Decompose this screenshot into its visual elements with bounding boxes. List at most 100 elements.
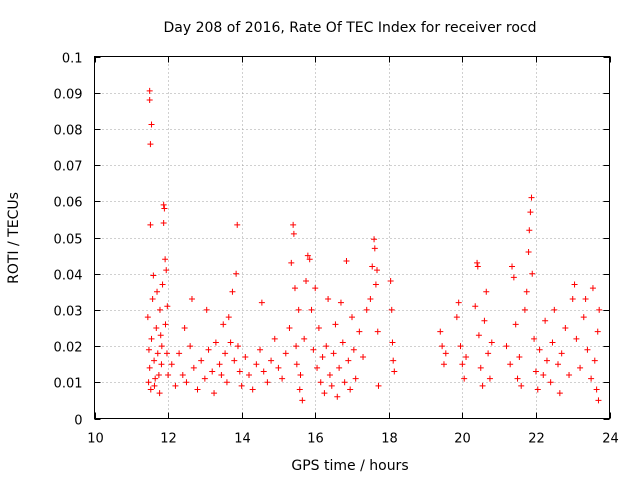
data-point: [503, 343, 510, 350]
data-point: [562, 325, 569, 331]
data-point: [290, 221, 297, 228]
data-point: [218, 372, 225, 379]
data-point: [163, 267, 170, 274]
data-point: [168, 361, 175, 368]
data-point: [543, 357, 550, 364]
y-tick-label: 0: [74, 414, 82, 429]
data-point: [158, 361, 165, 368]
data-point: [566, 372, 573, 379]
data-point: [223, 379, 230, 386]
data-point: [242, 353, 249, 360]
data-point: [271, 335, 278, 342]
data-point: [216, 361, 223, 368]
data-point: [301, 335, 308, 342]
data-point: [314, 364, 321, 371]
data-point: [474, 263, 481, 270]
data-point: [234, 221, 241, 228]
data-point: [212, 339, 219, 346]
data-point: [147, 221, 154, 228]
data-point: [532, 368, 539, 375]
data-point: [293, 343, 300, 350]
data-point: [526, 227, 533, 234]
x-tick-label: 10: [87, 432, 104, 447]
data-point: [330, 350, 337, 357]
data-point: [336, 364, 343, 371]
data-point: [190, 364, 197, 371]
data-point: [194, 386, 201, 393]
data-point: [286, 325, 293, 331]
data-point: [360, 353, 367, 360]
data-point: [181, 325, 188, 331]
data-point: [310, 346, 317, 353]
data-point: [299, 397, 306, 404]
y-tick-label: 0.03: [54, 305, 83, 320]
data-point: [512, 321, 519, 328]
data-point: [367, 296, 374, 303]
data-point: [222, 350, 229, 357]
data-point: [209, 368, 216, 375]
y-tick-label: 0.01: [54, 377, 83, 392]
data-point: [455, 299, 462, 306]
data-point: [258, 299, 265, 306]
data-point: [282, 350, 289, 357]
data-point: [328, 382, 335, 389]
data-point: [323, 343, 330, 350]
data-point: [350, 346, 357, 353]
data-point: [308, 306, 315, 313]
data-point: [326, 372, 333, 379]
x-tick-label: 24: [602, 432, 619, 447]
data-point: [527, 209, 534, 216]
data-point: [288, 259, 295, 266]
data-point: [260, 368, 267, 375]
data-point: [536, 346, 543, 353]
data-point: [297, 372, 304, 379]
data-point: [172, 382, 179, 389]
data-point: [390, 357, 397, 364]
data-point: [268, 357, 275, 364]
data-point: [203, 306, 210, 313]
data-point: [457, 343, 464, 350]
x-tick-label: 20: [454, 432, 471, 447]
data-point: [176, 350, 183, 357]
data-point: [525, 248, 532, 255]
data-point: [317, 379, 324, 386]
data-point: [303, 277, 310, 284]
data-point: [374, 267, 381, 274]
x-tick-label: 18: [381, 432, 398, 447]
data-point: [227, 339, 234, 346]
data-point: [371, 236, 378, 243]
data-point: [477, 364, 484, 371]
data-point: [151, 382, 158, 389]
data-point: [147, 386, 154, 393]
data-point: [528, 194, 535, 201]
data-point: [542, 317, 549, 324]
data-point: [179, 372, 186, 379]
data-point: [375, 382, 382, 389]
data-point: [332, 321, 339, 328]
data-point: [521, 306, 528, 313]
data-point: [596, 306, 603, 313]
data-point: [593, 386, 600, 393]
data-point: [556, 390, 563, 397]
data-point: [472, 303, 479, 310]
data-point: [147, 141, 154, 148]
y-tick-label: 0.04: [54, 269, 83, 284]
data-point: [479, 382, 486, 389]
data-point: [154, 288, 161, 295]
data-point: [594, 328, 601, 335]
data-point: [238, 382, 245, 389]
data-point: [315, 325, 322, 331]
data-point: [529, 270, 536, 277]
data-point: [162, 256, 169, 263]
data-point: [145, 346, 152, 353]
data-point: [264, 379, 271, 386]
data-point: [509, 263, 516, 270]
data-point: [198, 357, 205, 364]
data-point: [555, 361, 561, 368]
y-tick-label: 0.06: [54, 196, 83, 211]
data-point: [391, 368, 398, 375]
y-tick-label: 0.1: [62, 52, 83, 67]
data-point: [162, 321, 169, 328]
chart-title: Day 208 of 2016, Rate Of TEC Index for r…: [164, 20, 537, 36]
